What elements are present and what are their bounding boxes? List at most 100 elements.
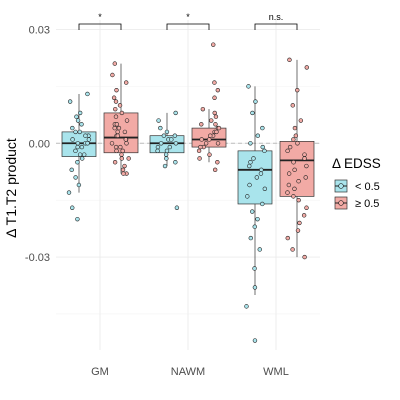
x-axis-ticks: GM NAWM WML <box>91 366 289 378</box>
data-point <box>73 129 78 135</box>
data-point <box>303 175 308 180</box>
data-point <box>77 152 83 157</box>
legend-key-point <box>338 200 344 206</box>
data-point <box>77 129 82 135</box>
data-point <box>250 110 255 116</box>
data-point <box>215 141 221 146</box>
data-point <box>286 171 292 176</box>
data-point <box>158 141 164 146</box>
data-point <box>116 125 122 131</box>
y-tick-label: -0.03 <box>25 252 50 264</box>
data-point <box>260 201 265 207</box>
data-point <box>215 160 220 165</box>
data-point <box>211 42 216 47</box>
data-point <box>262 148 267 154</box>
data-point <box>292 167 297 173</box>
data-point <box>290 103 295 108</box>
data-point <box>118 144 123 150</box>
significance-bracket <box>166 23 210 30</box>
data-point <box>85 141 90 146</box>
data-point <box>120 167 126 173</box>
data-point <box>121 171 126 176</box>
data-point <box>255 133 260 138</box>
data-point <box>216 125 222 131</box>
data-point <box>124 80 129 85</box>
data-point <box>114 148 119 154</box>
data-point <box>285 148 290 154</box>
data-point <box>162 163 168 169</box>
data-point <box>74 114 79 119</box>
data-point <box>158 125 163 131</box>
data-point <box>124 118 130 123</box>
data-point <box>212 167 218 173</box>
data-point <box>163 152 169 157</box>
data-point <box>287 144 293 150</box>
data-point <box>292 186 297 191</box>
data-point <box>114 122 120 127</box>
data-point <box>207 137 212 142</box>
data-point <box>173 141 179 146</box>
data-point <box>252 285 258 290</box>
data-point <box>207 152 212 157</box>
data-point <box>82 152 87 157</box>
data-point <box>262 186 268 191</box>
x-tick-label: GM <box>91 366 109 378</box>
data-point <box>255 216 260 222</box>
data-point <box>209 118 214 123</box>
significance-bracket <box>254 23 298 30</box>
data-point <box>119 152 124 157</box>
data-point <box>304 163 309 169</box>
data-point <box>292 125 298 131</box>
data-point <box>112 160 118 165</box>
data-point <box>213 122 218 127</box>
data-point <box>199 137 204 142</box>
data-point <box>251 156 256 161</box>
data-point <box>123 137 129 142</box>
data-point <box>198 144 203 150</box>
data-point <box>75 160 80 165</box>
data-point <box>70 125 75 131</box>
data-point <box>85 91 90 97</box>
data-point <box>291 194 296 199</box>
data-point <box>287 57 292 63</box>
data-point <box>200 106 206 112</box>
data-point <box>113 99 119 104</box>
data-point <box>75 118 81 123</box>
legend-title: Δ EDSS <box>332 156 381 171</box>
data-point <box>113 114 119 119</box>
data-point <box>260 144 265 150</box>
data-point <box>302 152 307 157</box>
data-point <box>298 118 304 123</box>
significance-label: n.s. <box>269 12 284 22</box>
legend: Δ EDSS < 0.5 ≥ 0.5 <box>332 156 381 210</box>
data-point <box>167 144 173 150</box>
data-point <box>212 80 217 85</box>
data-point <box>113 144 119 150</box>
data-point <box>113 106 118 112</box>
data-point <box>109 141 115 146</box>
data-point <box>119 110 125 116</box>
data-point <box>80 156 85 161</box>
data-point <box>286 182 292 188</box>
data-point <box>244 304 249 309</box>
data-point <box>83 133 88 138</box>
data-point <box>247 163 252 169</box>
data-point <box>253 99 258 104</box>
y-tick-label: 0.00 <box>29 138 50 150</box>
data-point <box>297 220 302 226</box>
data-point <box>172 133 178 138</box>
data-point <box>247 182 252 188</box>
data-point <box>86 137 92 142</box>
data-point <box>245 194 250 199</box>
data-point <box>254 175 260 180</box>
data-point <box>75 141 81 146</box>
data-point <box>119 156 124 161</box>
data-point <box>248 235 253 241</box>
data-point <box>295 228 301 233</box>
data-point <box>295 87 300 93</box>
data-point <box>67 99 73 104</box>
data-point <box>115 129 120 135</box>
data-point <box>291 160 296 165</box>
data-point <box>155 144 161 150</box>
